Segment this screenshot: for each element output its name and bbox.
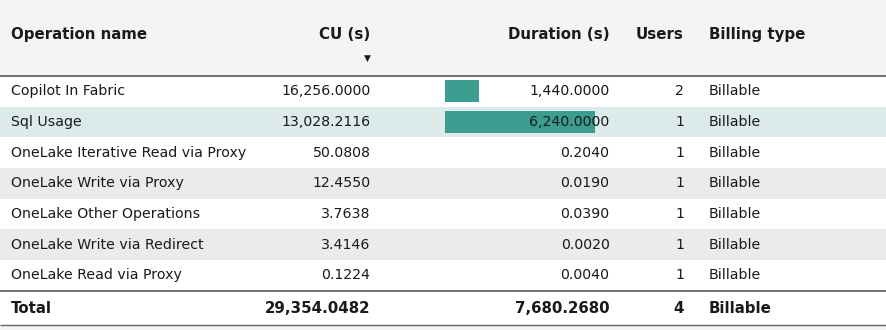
Bar xyxy=(445,80,479,102)
Text: Billable: Billable xyxy=(709,301,772,315)
Text: 1,440.0000: 1,440.0000 xyxy=(529,84,610,98)
Text: 1: 1 xyxy=(675,207,684,221)
Text: 6,240.0000: 6,240.0000 xyxy=(529,115,610,129)
Text: OneLake Read via Proxy: OneLake Read via Proxy xyxy=(11,268,182,282)
Text: Copilot In Fabric: Copilot In Fabric xyxy=(11,84,125,98)
Text: 13,028.2116: 13,028.2116 xyxy=(281,115,370,129)
Text: OneLake Iterative Read via Proxy: OneLake Iterative Read via Proxy xyxy=(11,146,246,160)
Text: Duration (s): Duration (s) xyxy=(508,27,610,43)
Text: 0.1224: 0.1224 xyxy=(322,268,370,282)
Text: 1: 1 xyxy=(675,176,684,190)
Bar xyxy=(0,291,886,325)
Text: 50.0808: 50.0808 xyxy=(313,146,370,160)
Bar xyxy=(0,260,886,291)
Text: Total: Total xyxy=(11,301,51,315)
Text: 0.0040: 0.0040 xyxy=(561,268,610,282)
Text: 0.0390: 0.0390 xyxy=(561,207,610,221)
Text: Billable: Billable xyxy=(709,146,761,160)
Text: CU (s): CU (s) xyxy=(319,27,370,43)
Text: 3.7638: 3.7638 xyxy=(321,207,370,221)
Text: Billable: Billable xyxy=(709,176,761,190)
Text: 0.2040: 0.2040 xyxy=(561,146,610,160)
Text: Billable: Billable xyxy=(709,207,761,221)
Text: Billable: Billable xyxy=(709,115,761,129)
Text: Billing type: Billing type xyxy=(709,27,805,43)
Bar xyxy=(0,229,886,260)
Bar xyxy=(0,199,886,229)
Text: OneLake Write via Redirect: OneLake Write via Redirect xyxy=(11,238,203,252)
Text: ▼: ▼ xyxy=(363,54,370,63)
Text: Billable: Billable xyxy=(709,84,761,98)
Text: Billable: Billable xyxy=(709,238,761,252)
Bar xyxy=(0,107,886,137)
Text: 1: 1 xyxy=(675,238,684,252)
Text: Operation name: Operation name xyxy=(11,27,147,43)
Text: 1: 1 xyxy=(675,146,684,160)
Bar xyxy=(0,168,886,199)
Text: Users: Users xyxy=(636,27,684,43)
Text: 4: 4 xyxy=(673,301,684,315)
Text: 29,354.0482: 29,354.0482 xyxy=(265,301,370,315)
Text: 12.4550: 12.4550 xyxy=(312,176,370,190)
Text: 3.4146: 3.4146 xyxy=(321,238,370,252)
Text: 1: 1 xyxy=(675,115,684,129)
Text: Billable: Billable xyxy=(709,268,761,282)
Text: OneLake Write via Proxy: OneLake Write via Proxy xyxy=(11,176,183,190)
Text: 16,256.0000: 16,256.0000 xyxy=(281,84,370,98)
Text: 1: 1 xyxy=(675,268,684,282)
Bar xyxy=(0,137,886,168)
Text: 2: 2 xyxy=(675,84,684,98)
Text: Sql Usage: Sql Usage xyxy=(11,115,82,129)
Text: 0.0020: 0.0020 xyxy=(561,238,610,252)
Bar xyxy=(0,76,886,107)
Text: OneLake Other Operations: OneLake Other Operations xyxy=(11,207,199,221)
Text: 7,680.2680: 7,680.2680 xyxy=(515,301,610,315)
Bar xyxy=(445,111,595,133)
Text: 0.0190: 0.0190 xyxy=(561,176,610,190)
